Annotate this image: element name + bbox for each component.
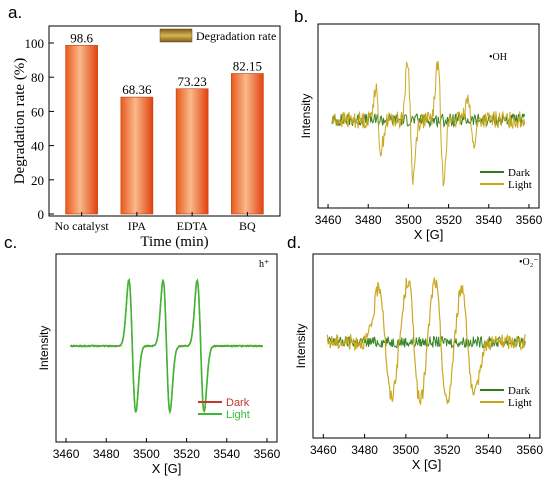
y-axis-label: Intensity (299, 94, 313, 139)
panel-c-letter: c. (4, 233, 17, 252)
x-tick-label: 3540 (475, 213, 502, 227)
legend-swatch (159, 28, 193, 43)
x-tick-label: 3480 (93, 447, 120, 461)
x-tick-label: 3460 (315, 213, 342, 227)
bar-value-label: 82.15 (233, 59, 262, 74)
x-tick-label: 3560 (516, 213, 543, 227)
panel-d-frame (312, 253, 541, 439)
x-tick-label: 3500 (133, 447, 160, 461)
bar-value-label: 98.6 (70, 30, 93, 45)
panel-a-frame (48, 25, 281, 217)
bar (175, 88, 209, 215)
series-line-light (331, 60, 526, 187)
series-line-light (69, 278, 263, 415)
legend-label: Light (508, 179, 532, 191)
x-tick-label: 3520 (434, 443, 461, 457)
species-label: h⁺ (259, 259, 269, 270)
category-label: IPA (128, 219, 147, 233)
x-tick-label: 3520 (435, 213, 462, 227)
x-axis-label: X [G] (414, 227, 444, 242)
x-axis-label: Time (min) (140, 234, 208, 250)
y-axis-label: Intensity (294, 324, 308, 369)
x-tick-label: 3500 (395, 213, 422, 227)
x-axis-label: X [G] (412, 457, 442, 472)
bar (120, 96, 154, 215)
panel-d-letter: d. (287, 233, 301, 252)
x-tick-label: 3560 (254, 447, 281, 461)
x-axis-label: X [G] (152, 461, 182, 476)
x-tick-label: 3460 (310, 443, 337, 457)
y-tick-label: 0 (38, 207, 45, 222)
category-label: BQ (239, 219, 256, 233)
panel-c-frame (55, 253, 278, 443)
y-tick-label: 80 (31, 70, 44, 85)
y-tick-label: 60 (31, 104, 44, 119)
series-line-dark (326, 335, 526, 349)
y-axis-label: Degradation rate (%) (12, 58, 28, 185)
x-tick-label: 3520 (173, 447, 200, 461)
legend-label: Light (508, 397, 532, 409)
x-tick-label: 3480 (355, 213, 382, 227)
y-tick-label: 40 (31, 139, 44, 154)
legend-label: Dark (508, 385, 530, 397)
x-tick-label: 3560 (516, 443, 543, 457)
bar-value-label: 73.23 (178, 74, 207, 89)
legend-label: Light (226, 409, 250, 421)
species-label: •O₂⁻ (519, 257, 539, 268)
panel-a-letter: a. (8, 3, 22, 22)
category-label: No catalyst (54, 219, 109, 233)
panel-b-frame (317, 23, 540, 209)
legend-label: Degradation rate (196, 29, 276, 43)
panel-b-letter: b. (294, 7, 308, 26)
legend-label: Dark (508, 167, 530, 179)
legend-label: Dark (226, 397, 250, 409)
x-tick-label: 3540 (475, 443, 502, 457)
x-tick-label: 3500 (393, 443, 420, 457)
bar-value-label: 68.36 (122, 82, 152, 97)
bar (65, 45, 98, 215)
series-line-light (326, 277, 526, 406)
x-tick-label: 3540 (213, 447, 240, 461)
x-tick-label: 3480 (351, 443, 378, 457)
bar (231, 73, 264, 215)
x-tick-label: 3460 (53, 447, 80, 461)
y-axis-label: Intensity (37, 326, 51, 371)
y-tick-label: 100 (25, 36, 45, 51)
y-tick-label: 20 (31, 173, 44, 188)
category-label: EDTA (177, 219, 208, 233)
species-label: •OH (489, 52, 507, 63)
